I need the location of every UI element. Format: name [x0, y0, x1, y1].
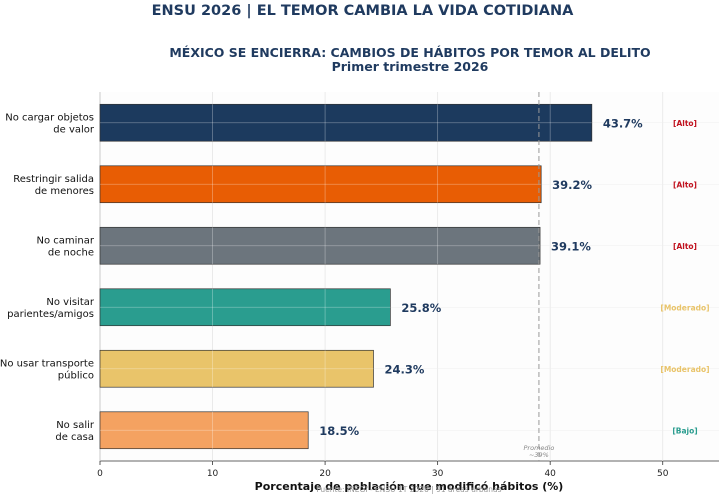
level-badge: [Alto]	[673, 180, 697, 189]
level-badge: [Bajo]	[672, 426, 697, 435]
y-category-label: No caminar	[37, 235, 95, 246]
average-line-group: Promedio~39%	[524, 92, 555, 461]
x-tick-label: 20	[319, 469, 331, 479]
x-tick-label: 0	[97, 469, 103, 479]
x-tick-label: 30	[432, 469, 444, 479]
bars	[99, 103, 593, 450]
value-label: 24.3%	[384, 362, 424, 376]
bar	[99, 349, 374, 388]
level-badge: [Moderado]	[660, 303, 709, 312]
value-labels: 43.7% 39.2% 39.1% 25.8% 24.3% 18.5%	[319, 116, 643, 438]
average-value-label: ~39%	[529, 451, 549, 459]
source-note: Fuente: INEGI - ENSU 1T 2026 | 91 áreas …	[316, 485, 501, 494]
x-tick-labels: 0 10 20 30 40 50	[97, 461, 669, 479]
plot-background	[99, 92, 719, 462]
average-label: Promedio	[524, 444, 555, 452]
y-category-label: No visitar	[46, 297, 95, 308]
value-label: 18.5%	[319, 424, 359, 438]
bar	[99, 226, 541, 265]
y-category-label: de valor	[53, 124, 95, 135]
value-label: 43.7%	[603, 116, 643, 130]
y-category-label: No salir	[56, 420, 95, 431]
x-axis-label: Porcentaje de población que modificó háb…	[255, 480, 564, 493]
plot-area	[100, 92, 719, 461]
y-category-label: de menores	[35, 186, 94, 197]
chart-title: MÉXICO SE ENCIERRA: CAMBIOS DE HÁBITOS P…	[100, 46, 720, 74]
y-category-label: parientes/amigos	[7, 309, 94, 320]
x-tick-label: 40	[544, 469, 556, 479]
x-tick-label: 50	[657, 469, 669, 479]
level-badge: [Alto]	[673, 242, 697, 251]
bar	[99, 103, 593, 142]
bar	[99, 411, 309, 450]
y-category-label: Restringir salida	[13, 174, 94, 185]
chart-title-main: MÉXICO SE ENCIERRA: CAMBIOS DE HÁBITOS P…	[169, 45, 651, 60]
value-label: 25.8%	[401, 301, 441, 315]
bar	[99, 165, 542, 204]
bar	[99, 288, 391, 327]
y-category-label: No cargar objetos	[5, 112, 94, 123]
value-label: 39.1%	[551, 239, 591, 253]
chart-subtitle: Primer trimestre 2026	[331, 59, 489, 74]
y-category-label: de noche	[48, 247, 94, 258]
level-badge: [Moderado]	[660, 365, 709, 374]
level-labels: [Alto] [Alto] [Alto] [Moderado] [Moderado] [B…	[660, 119, 709, 436]
y-category-label: público	[58, 369, 94, 381]
level-badge: [Alto]	[673, 119, 697, 128]
y-category-label: No usar transporte	[0, 358, 94, 369]
figure-suptitle: ENSU 2026 | EL TEMOR CAMBIA LA VIDA COTI…	[151, 3, 574, 19]
y-category-label: de casa	[55, 432, 94, 443]
value-label: 39.2%	[552, 178, 592, 192]
x-tick-label: 10	[207, 469, 219, 479]
